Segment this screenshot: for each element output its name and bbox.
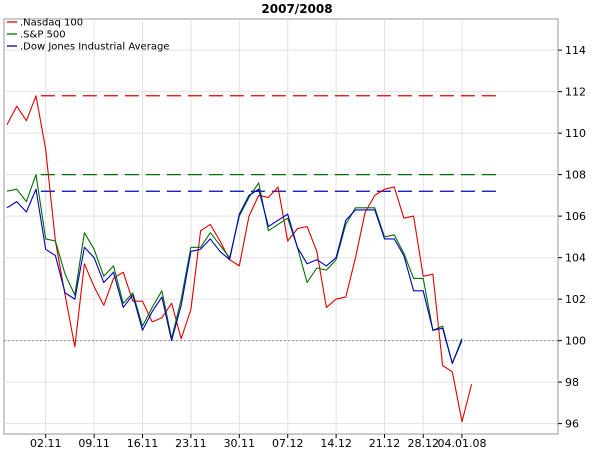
x-tick-label: 09.11: [78, 437, 110, 450]
y-tick-label: 108: [565, 169, 586, 182]
y-tick-label: 100: [565, 335, 586, 348]
y-tick-label: 104: [565, 252, 586, 265]
series-lines: [6, 95, 473, 423]
x-tick-label: 23.11: [175, 437, 207, 450]
x-tick-label: 02.11: [30, 437, 62, 450]
x-tick-label: 21.12: [369, 437, 401, 450]
y-tick-label: 114: [565, 44, 586, 57]
x-tick-label: 14.12: [320, 437, 352, 450]
legend: .Nasdaq 100.S&P 500.Dow Jones Industrial…: [7, 18, 169, 53]
x-tick-label: 28.12: [407, 437, 439, 450]
series-line-2: [6, 188, 463, 364]
chart-title: 2007/2008: [261, 2, 332, 16]
grid: [4, 19, 558, 434]
y-tick-label: 106: [565, 210, 586, 223]
legend-label-0: .Nasdaq 100: [20, 18, 83, 29]
legend-label-1: .S&P 500: [20, 30, 66, 41]
x-tick-label: 07.12: [272, 437, 304, 450]
reference-lines: [4, 95, 558, 342]
y-tick-label: 98: [565, 376, 579, 389]
y-tick-label: 96: [565, 418, 579, 431]
y-tick-label: 112: [565, 86, 586, 99]
x-tick-label: 16.11: [127, 437, 159, 450]
y-axis-ticks: 96 98 100 102 104 106 108 110 112 114: [558, 44, 586, 431]
x-axis-ticks: 02.11 09.11 16.11 23.11 30.11 07.12 14.12 21.12…: [30, 434, 486, 450]
series-line-0: [6, 95, 473, 423]
x-tick-label: 30.11: [224, 437, 256, 450]
plot-area: [3, 18, 559, 435]
x-tick-label: 04.01.08: [437, 437, 486, 450]
y-tick-label: 102: [565, 293, 586, 306]
legend-label-2: .Dow Jones Industrial Average: [20, 42, 169, 53]
y-tick-label: 110: [565, 127, 586, 140]
